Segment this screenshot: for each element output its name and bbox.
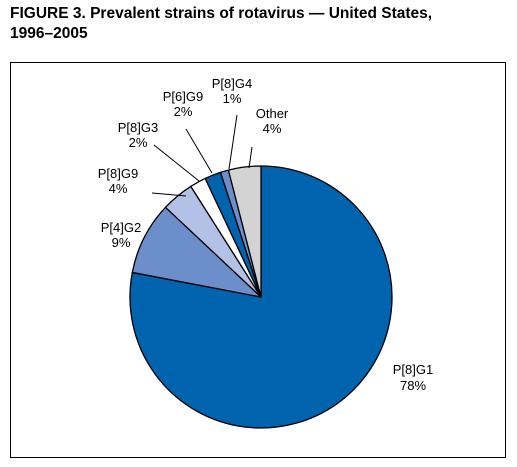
pie-slice-other: [227, 165, 262, 298]
slice-label-p-8-g1: P[8]G1: [393, 362, 433, 377]
slice-value-p-8-g9: 4%: [109, 181, 128, 196]
leader-line-other: [248, 146, 253, 169]
slice-value-p-6-g9: 2%: [174, 104, 193, 119]
slice-value-p-8-g4: 1%: [223, 91, 242, 106]
slice-value-p-8-g1: 78%: [400, 378, 426, 393]
figure-title: FIGURE 3. Prevalent strains of rotavirus…: [10, 4, 510, 44]
slice-value-other: 4%: [263, 121, 282, 136]
slice-value-p-4-g2: 9%: [112, 235, 131, 250]
figure-title-line-1: FIGURE 3. Prevalent strains of rotavirus…: [10, 5, 433, 22]
leader-line-p-8-g9: [151, 192, 187, 197]
slice-label-p-8-g4: P[8]G4: [212, 76, 252, 91]
slice-value-p-8-g3: 2%: [129, 135, 148, 150]
leader-line-p-6-g9: [185, 128, 213, 174]
chart-frame: [10, 62, 506, 458]
slice-label-p-6-g9: P[6]G9: [163, 89, 203, 104]
figure-title-line-2: 1996–2005: [10, 25, 88, 42]
slice-label-p-8-g9: P[8]G9: [98, 166, 138, 181]
slice-label-p-4-g2: P[4]G2: [101, 220, 141, 235]
leader-line-p-8-g3: [153, 144, 200, 182]
slice-label-other: Other: [256, 106, 289, 121]
slice-label-p-8-g3: P[8]G3: [118, 120, 158, 135]
leader-line-p-8-g4: [228, 114, 238, 170]
